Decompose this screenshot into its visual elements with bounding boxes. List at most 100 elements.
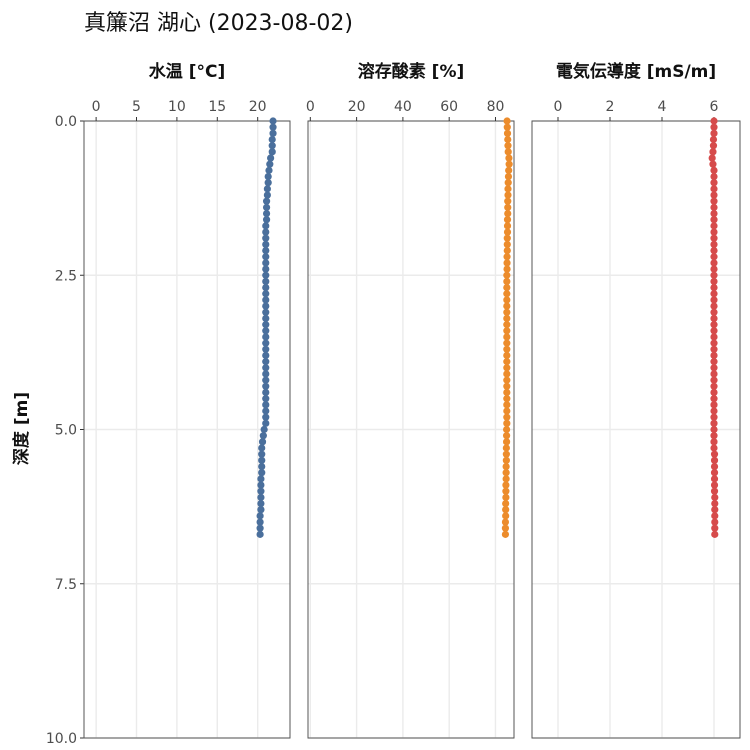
data-point	[710, 358, 718, 366]
data-point	[710, 413, 718, 421]
data-point	[710, 203, 718, 211]
data-point	[710, 129, 718, 137]
data-point	[710, 456, 719, 464]
data-point	[710, 302, 718, 310]
data-point	[710, 253, 718, 261]
depth-tick-label: 5.0	[55, 423, 77, 439]
data-point	[710, 234, 718, 242]
data-point	[709, 160, 717, 168]
data-point	[262, 395, 270, 403]
data-point	[710, 382, 718, 390]
data-point	[502, 499, 510, 508]
data-point	[708, 154, 716, 162]
data-point	[710, 222, 718, 230]
data-point	[505, 154, 513, 162]
data-point	[503, 308, 511, 316]
data-point	[710, 259, 718, 267]
data-point	[710, 333, 718, 341]
data-point	[503, 222, 512, 230]
data-point	[710, 407, 718, 415]
data-point	[504, 197, 512, 205]
panel-border	[83, 120, 291, 739]
data-point	[262, 234, 270, 242]
data-point	[262, 209, 271, 218]
x-tick-label: 20	[348, 99, 366, 115]
data-point	[262, 240, 270, 248]
data-point	[711, 530, 719, 538]
data-point	[710, 438, 718, 446]
data-point	[264, 172, 272, 181]
data-point	[503, 265, 511, 273]
data-point	[258, 456, 266, 464]
depth-tick-label: 0.0	[55, 114, 77, 130]
data-point	[502, 462, 510, 471]
data-point	[262, 351, 270, 360]
data-point	[256, 512, 264, 520]
data-point	[710, 166, 718, 174]
data-point	[502, 475, 510, 483]
data-point	[262, 246, 270, 255]
data-point	[711, 524, 719, 532]
data-point	[262, 370, 270, 378]
data-point	[710, 475, 719, 483]
data-point	[710, 321, 718, 329]
panel-border	[531, 120, 741, 739]
data-point	[709, 135, 718, 144]
data-point	[502, 432, 511, 440]
data-point	[710, 395, 718, 403]
data-point	[503, 246, 511, 255]
data-point	[710, 117, 718, 125]
data-point	[503, 364, 511, 372]
data-point	[710, 191, 718, 199]
data-point	[711, 506, 719, 514]
data-point	[258, 438, 267, 446]
panel-title: 溶存酸素 [%]	[358, 61, 465, 82]
data-point	[262, 308, 270, 316]
data-point	[503, 370, 511, 378]
data-point	[256, 524, 264, 532]
data-point	[502, 450, 510, 458]
data-point	[503, 407, 511, 415]
data-point	[504, 148, 512, 156]
data-point	[710, 209, 718, 218]
x-tick-label: 4	[658, 99, 667, 115]
data-point	[502, 425, 511, 434]
data-point	[501, 524, 510, 532]
data-point	[258, 450, 266, 458]
data-point	[258, 469, 266, 477]
data-point	[268, 135, 276, 144]
data-point	[503, 327, 511, 335]
x-tick-label: 0	[92, 99, 101, 115]
data-point	[504, 191, 512, 199]
data-point	[269, 129, 277, 137]
data-point	[257, 506, 265, 514]
panel-title: 電気伝導度 [mS/m]	[556, 61, 716, 82]
panel-title: 水温 [°C]	[149, 61, 225, 82]
data-point	[710, 228, 718, 236]
data-point	[262, 302, 270, 310]
data-point	[262, 197, 271, 205]
data-point	[710, 179, 718, 187]
x-tick-label: 2	[606, 99, 615, 115]
data-point	[503, 333, 511, 341]
data-point	[710, 364, 718, 372]
data-point	[504, 179, 512, 187]
depth-axis: 0.0 2.5 5.0 7.5 10.0 深度 [m]	[11, 114, 84, 747]
data-point	[262, 376, 270, 384]
data-point	[503, 382, 511, 390]
data-point	[503, 271, 511, 279]
panel-temperature: 0 5 10 15 20 水温 [°C]	[83, 61, 291, 739]
data-point	[502, 444, 510, 452]
data-point	[710, 450, 719, 458]
data-point	[503, 413, 511, 421]
data-point	[504, 209, 512, 218]
data-point	[262, 277, 270, 286]
data-point	[262, 327, 270, 335]
data-point	[262, 333, 270, 341]
data-point	[503, 129, 512, 137]
data-point	[257, 475, 265, 483]
data-point	[262, 388, 270, 397]
data-point	[709, 148, 717, 156]
data-point	[269, 117, 277, 125]
